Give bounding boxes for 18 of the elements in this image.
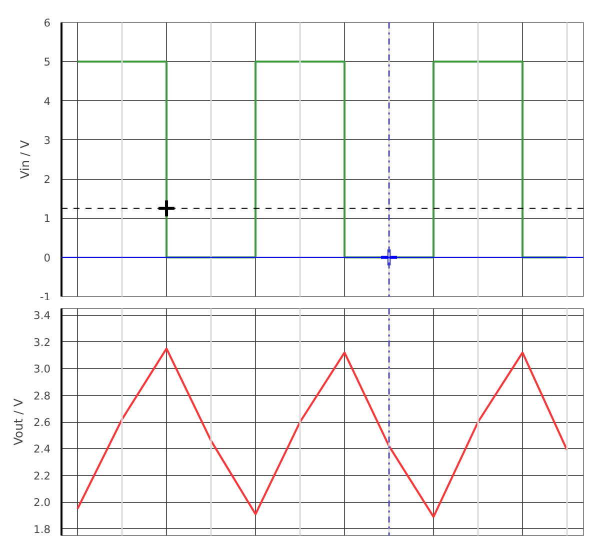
y-tick-label: 4 bbox=[44, 94, 51, 108]
y-tick-label: 1 bbox=[44, 212, 50, 226]
y-tick-label: 2.8 bbox=[34, 389, 51, 402]
y-tick-label: 1.8 bbox=[34, 522, 51, 536]
y-tick-label: 2 bbox=[44, 173, 50, 186]
y-tick-label: 0 bbox=[44, 251, 51, 264]
y-tick-label: 2.4 bbox=[34, 442, 51, 456]
y-tick-label: 3.4 bbox=[34, 309, 51, 322]
y-tick-label: 5 bbox=[44, 56, 50, 69]
y-tick-label: 2.2 bbox=[34, 469, 51, 482]
y-axis-title: Vin / V bbox=[18, 139, 32, 179]
y-tick-label: 2.0 bbox=[34, 496, 51, 510]
y-tick-label: 3.0 bbox=[34, 362, 51, 376]
y-tick-label: 3 bbox=[44, 134, 50, 147]
y-tick-label: 3.2 bbox=[34, 336, 51, 349]
y-tick-label: 6 bbox=[44, 16, 51, 30]
y-axis-title: Vout / V bbox=[12, 398, 26, 446]
y-tick-label: 2.6 bbox=[34, 416, 51, 429]
